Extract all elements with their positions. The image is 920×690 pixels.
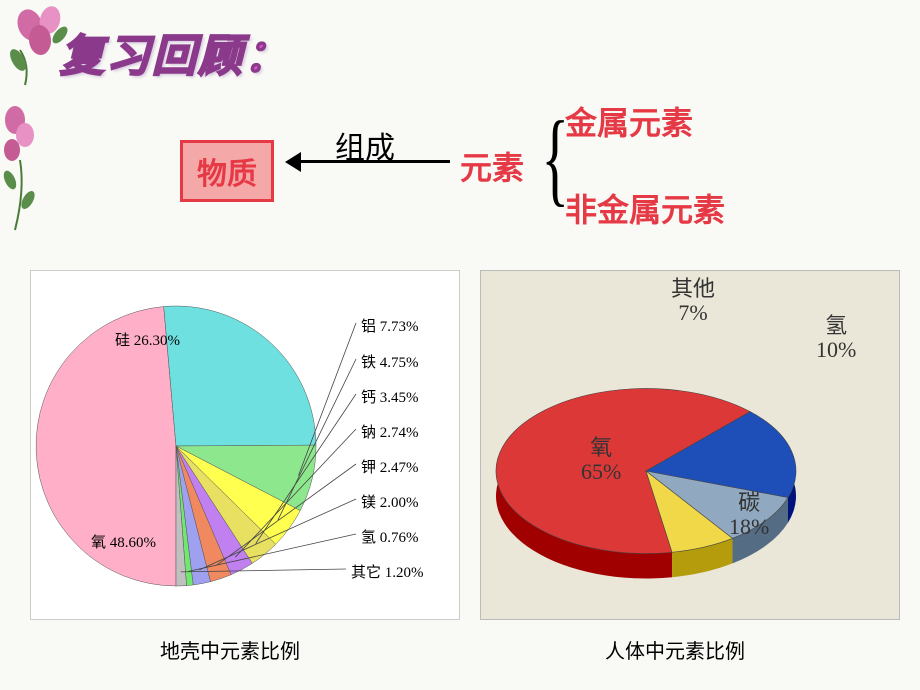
arrow-label: 组成 bbox=[335, 123, 395, 167]
substance-box: 物质 bbox=[180, 140, 274, 202]
pie-slice-label: 碳18% bbox=[729, 491, 769, 539]
charts-container: 氧 48.60% 硅 26.30% 铝 7.73% 铁 4.75% 钙 3.45% 钠 2… bbox=[30, 270, 900, 670]
pie-slice-label: 钠 2.74% bbox=[361, 421, 419, 442]
metal-element-label: 金属元素 bbox=[565, 98, 693, 144]
pie-slice-label: 其它 1.20% bbox=[351, 561, 424, 582]
pie-slice-label: 硅 26.30% bbox=[115, 329, 180, 350]
pie-slice-label: 钾 2.47% bbox=[361, 456, 419, 477]
floral-side-decoration bbox=[0, 100, 50, 240]
pie-slice-label: 其他7% bbox=[671, 277, 715, 325]
nonmetal-element-label: 非金属元素 bbox=[565, 185, 725, 231]
earth-crust-caption: 地壳中元素比例 bbox=[160, 635, 300, 664]
page-title: 复习回顾： bbox=[60, 20, 290, 84]
pie-slice-label: 氢 0.76% bbox=[361, 526, 419, 547]
pie-slice-label: 镁 2.00% bbox=[361, 491, 419, 512]
pie-slice-label: 铁 4.75% bbox=[361, 351, 419, 372]
element-text: 元素 bbox=[460, 143, 524, 189]
human-body-caption: 人体中元素比例 bbox=[605, 635, 745, 664]
human-body-chart: 氧65% 碳18% 氢10% 其他7% bbox=[480, 270, 900, 620]
pie-slice-label: 铝 7.73% bbox=[361, 315, 419, 336]
pie-slice-label: 钙 3.45% bbox=[361, 386, 419, 407]
pie-slice-label: 氧65% bbox=[581, 436, 621, 484]
concept-diagram: 物质 组成 元素 { 金属元素 非金属元素 bbox=[170, 95, 870, 245]
pie-slice-label: 氢10% bbox=[816, 314, 856, 362]
earth-crust-chart: 氧 48.60% 硅 26.30% 铝 7.73% 铁 4.75% 钙 3.45% 钠 2… bbox=[30, 270, 460, 620]
pie-slice-label: 氧 48.60% bbox=[91, 531, 156, 552]
